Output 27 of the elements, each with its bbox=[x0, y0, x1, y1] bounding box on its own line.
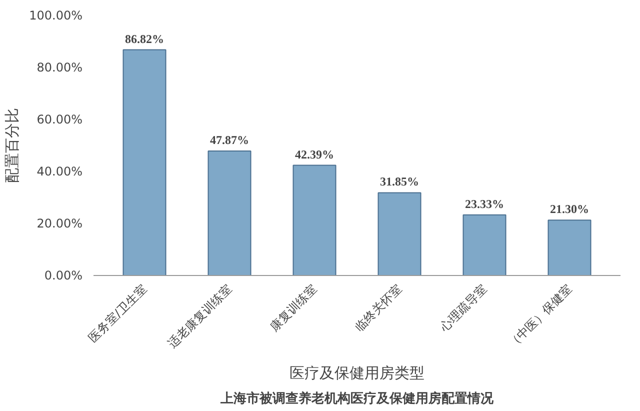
bar bbox=[548, 220, 592, 276]
x-tick-label: （中医）保健室 bbox=[505, 282, 574, 351]
y-tick-label: 100.00% bbox=[29, 8, 82, 22]
y-tick-label: 0.00% bbox=[44, 268, 83, 282]
bar bbox=[378, 192, 422, 276]
x-tick-label: 医务室/卫生室 bbox=[86, 282, 150, 346]
y-tick-label: 80.00% bbox=[36, 60, 83, 74]
bar bbox=[292, 164, 336, 276]
x-tick-label: 适老康复训练室 bbox=[165, 282, 234, 351]
bar bbox=[208, 150, 252, 276]
data-label: 42.39% bbox=[295, 147, 334, 162]
text: 上海市被调查养老机构医疗及保健用房配置情况 bbox=[220, 390, 494, 406]
x-tick-label: 心理疏导室 bbox=[436, 282, 490, 335]
data-label: 31.85% bbox=[380, 174, 419, 189]
bar bbox=[462, 214, 506, 276]
y-tick-label: 60.00% bbox=[36, 112, 83, 126]
x-axis-title: 医疗及保健用房类型 bbox=[290, 364, 424, 382]
data-label: 21.30% bbox=[550, 202, 589, 216]
data-label: 47.87% bbox=[210, 133, 249, 148]
x-tick-label: 康复训练室 bbox=[267, 282, 320, 334]
y-tick-label: 40.00% bbox=[36, 164, 83, 178]
data-label: 23.33% bbox=[465, 196, 504, 211]
y-axis-title: 配置百分比 bbox=[3, 108, 22, 183]
bar bbox=[122, 49, 166, 276]
x-tick-label: 临终关怀室 bbox=[352, 282, 404, 334]
y-tick-label: 20.00% bbox=[36, 216, 83, 230]
data-label: 86.82% bbox=[125, 32, 164, 46]
